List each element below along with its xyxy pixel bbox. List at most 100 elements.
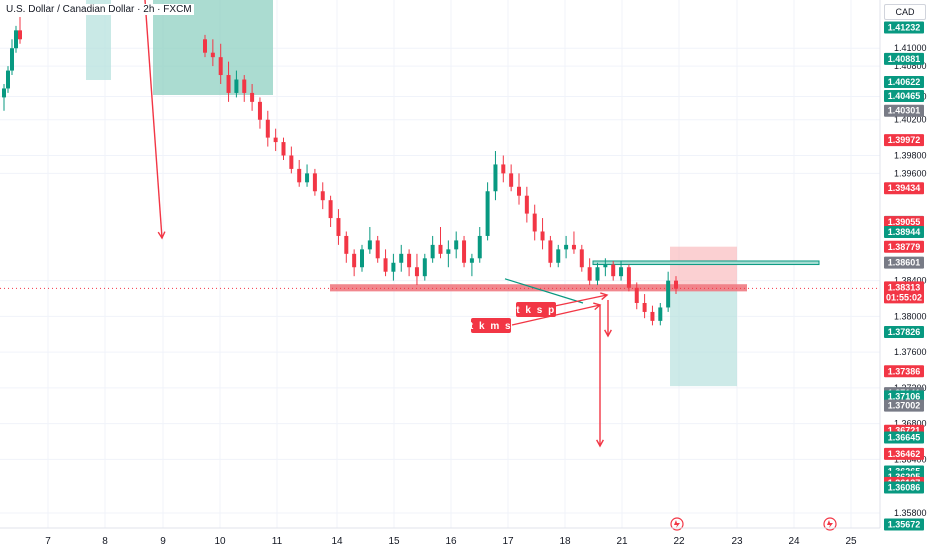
candle-body [634,287,639,303]
event-flag-glyph [674,520,680,528]
candle [454,231,459,259]
candle-body [540,231,545,241]
candle [399,244,404,272]
candle [564,235,569,259]
price-tick-label: 1.39600 [894,168,927,178]
event-flag-ring [670,517,684,531]
candle-body [430,244,435,259]
candle-body [320,191,325,201]
trend-line [504,278,584,304]
date-tick-label: 17 [502,536,514,547]
candle [532,204,537,241]
date-tick-label: 18 [559,536,571,547]
price-badge-box [884,518,924,531]
candle-body [360,249,364,268]
price-badge-box [884,21,924,34]
candle [336,209,341,245]
candle-body [257,101,262,120]
candle [517,173,521,205]
candle-body [312,173,317,192]
candle [556,244,561,268]
price-badge: 1.36086 [884,481,924,494]
price-badge-box [884,256,924,269]
price-badge-text: 1.36205 [888,472,921,482]
price-badge-box [884,182,924,195]
candle-body [556,249,561,263]
candle [587,258,592,286]
candle [265,110,270,147]
date-tick-label: 9 [160,536,166,547]
candle-body [414,267,419,277]
candle-body [422,258,427,277]
price-badge-text: 1.36462 [888,449,921,459]
candle [10,39,14,76]
arrow-shaft [144,0,163,239]
currency-button[interactable]: CAD [884,4,926,20]
candle-body [289,155,294,169]
event-flag-glyph [827,520,833,528]
resistance-zone [592,260,820,266]
take-profit-zone [670,288,737,387]
annotation-text: t k m s [470,321,512,332]
candle [250,83,255,111]
down-arrow-left [144,0,166,240]
candle-body [666,280,671,308]
candle-body [564,244,569,250]
event-flag-icon [670,517,684,531]
price-tick-label: 1.38000 [894,311,927,321]
candle [367,227,372,254]
stop-loss-zone [670,246,737,289]
candle-body [328,200,333,219]
candle-body [281,142,286,156]
candle [383,249,388,277]
candle-body [273,137,278,143]
candle [2,83,6,111]
candle [430,235,435,263]
arrow-head [596,439,604,448]
candle [579,244,584,272]
candle [375,235,380,263]
candle [462,235,467,268]
candle-body [10,48,14,71]
down-arrow-small [604,300,612,338]
price-badge: 1.39972 [884,134,924,147]
price-tick-label: 1.41000 [894,43,927,53]
price-badge-text: 1.38779 [888,242,921,252]
candle-body [2,88,6,98]
candle-body [352,253,357,268]
arrow-shaft [549,294,608,308]
candle [626,264,631,292]
price-badge-text: 1.37826 [888,327,921,337]
candle [650,305,655,326]
price-badge: 1.37826 [884,325,924,338]
price-badge-text: 1.40881 [888,54,921,64]
candle-body [509,173,514,187]
current-price-text: 1.38313 [888,282,921,292]
candle-body [579,249,584,268]
candle-body [446,249,451,254]
price-badge-box [884,104,924,117]
candle [485,182,490,241]
candle-body [14,30,18,49]
price-badge: 1.39434 [884,182,924,195]
price-badge-box [884,226,924,239]
arrow-head [604,329,612,338]
arrow-head [157,231,166,240]
candle [540,218,545,250]
date-tick-label: 23 [731,536,743,547]
candle-body [407,253,412,268]
date-tick-label: 7 [45,536,51,547]
candle-body [336,218,341,236]
price-badge: 1.36462 [884,447,924,460]
candle-body [674,280,678,289]
candle [273,128,278,152]
candle [658,302,663,326]
candle-body [501,164,506,174]
date-tick-label: 15 [388,536,400,547]
candle [257,97,262,129]
candle [438,227,443,259]
